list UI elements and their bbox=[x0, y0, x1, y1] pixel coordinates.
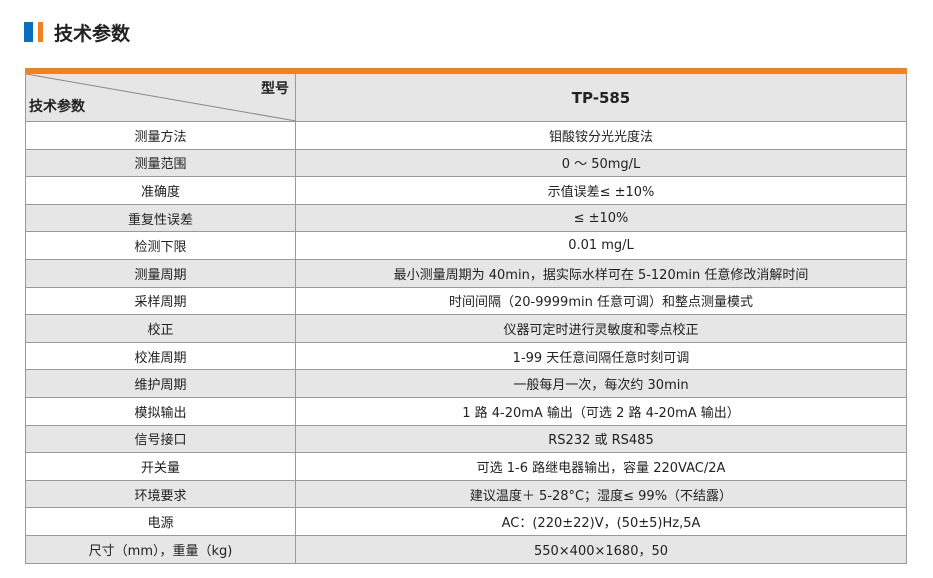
diagonal-divider bbox=[26, 74, 296, 121]
param-value: 0.01 mg/L bbox=[295, 231, 907, 260]
corner-header-cell: 型号 技术参数 bbox=[25, 73, 296, 122]
param-value: 建议温度＋ 5-28°C；湿度≤ 99%（不结露） bbox=[295, 479, 907, 509]
param-name: 校正 bbox=[25, 314, 296, 343]
table-row: 尺寸（mm），重量（kg) 550×400×1680，50 bbox=[25, 534, 907, 564]
param-name: 校准周期 bbox=[25, 341, 296, 371]
param-name: 开关量 bbox=[25, 452, 296, 481]
param-value: 可选 1-6 路继电器输出，容量 220VAC/2A bbox=[295, 452, 907, 481]
param-value: RS232 或 RS485 bbox=[295, 424, 907, 454]
table-row: 测量周期 最小测量周期为 40min，据实际水样可在 5-120min 任意修改消… bbox=[25, 258, 907, 288]
table-row: 测量方法 钼酸铵分光光度法 bbox=[25, 121, 907, 150]
param-value: 时间间隔（20-9999min 任意可调）和整点测量模式 bbox=[295, 286, 907, 316]
table-row: 校正 仪器可定时进行灵敏度和零点校正 bbox=[25, 314, 907, 343]
param-name: 尺寸（mm），重量（kg) bbox=[25, 534, 296, 564]
param-name: 重复性误差 bbox=[25, 203, 296, 233]
param-name: 采样周期 bbox=[25, 286, 296, 316]
table-row: 重复性误差 ≤ ±10% bbox=[25, 203, 907, 233]
param-value: 最小测量周期为 40min，据实际水样可在 5-120min 任意修改消解时间 bbox=[295, 258, 907, 288]
param-name: 环境要求 bbox=[25, 479, 296, 509]
model-label: 型号 bbox=[261, 81, 289, 97]
param-value: ≤ ±10% bbox=[295, 203, 907, 233]
table-row: 开关量 可选 1-6 路继电器输出，容量 220VAC/2A bbox=[25, 452, 907, 481]
table-row: 测量范围 0 ～ 50mg/L bbox=[25, 148, 907, 178]
orange-accent-bar bbox=[38, 22, 43, 42]
param-value: 仪器可定时进行灵敏度和零点校正 bbox=[295, 314, 907, 343]
param-name: 检测下限 bbox=[25, 231, 296, 260]
table-row: 环境要求 建议温度＋ 5-28°C；湿度≤ 99%（不结露） bbox=[25, 479, 907, 509]
table-row: 信号接口 RS232 或 RS485 bbox=[25, 424, 907, 454]
table-row: 维护周期 一般每月一次，每次约 30min bbox=[25, 369, 907, 398]
model-name: TP-585 bbox=[295, 73, 907, 122]
param-name: 电源 bbox=[25, 507, 296, 536]
table-header-row: 型号 技术参数 TP-585 bbox=[25, 73, 907, 122]
param-name: 测量方法 bbox=[25, 121, 296, 150]
blue-accent-bar bbox=[24, 22, 33, 42]
param-value: AC：(220±22)V，(50±5)Hz,5A bbox=[295, 507, 907, 536]
param-name: 维护周期 bbox=[25, 369, 296, 398]
param-value: 示值误差≤ ±10% bbox=[295, 176, 907, 205]
table-row: 模拟输出 1 路 4-20mA 输出（可选 2 路 4-20mA 输出） bbox=[25, 396, 907, 426]
param-name: 信号接口 bbox=[25, 424, 296, 454]
table-row: 电源 AC：(220±22)V，(50±5)Hz,5A bbox=[25, 507, 907, 536]
param-value: 一般每月一次，每次约 30min bbox=[295, 369, 907, 398]
section-header: 技术参数 bbox=[24, 20, 131, 45]
param-label: 技术参数 bbox=[29, 99, 85, 115]
spec-table: 型号 技术参数 TP-585 测量方法 钼酸铵分光光度法 测量范围 0 ～ 50mg/… bbox=[25, 68, 907, 564]
table-row: 采样周期 时间间隔（20-9999min 任意可调）和整点测量模式 bbox=[25, 286, 907, 316]
param-value: 550×400×1680，50 bbox=[295, 534, 907, 564]
table-row: 校准周期 1-99 天任意间隔任意时刻可调 bbox=[25, 341, 907, 371]
param-value: 0 ～ 50mg/L bbox=[295, 148, 907, 178]
param-value: 钼酸铵分光光度法 bbox=[295, 121, 907, 150]
param-name: 测量范围 bbox=[25, 148, 296, 178]
param-name: 测量周期 bbox=[25, 258, 296, 288]
param-name: 准确度 bbox=[25, 176, 296, 205]
section-title: 技术参数 bbox=[54, 22, 131, 45]
table-row: 检测下限 0.01 mg/L bbox=[25, 231, 907, 260]
param-value: 1 路 4-20mA 输出（可选 2 路 4-20mA 输出） bbox=[295, 396, 907, 426]
param-name: 模拟输出 bbox=[25, 396, 296, 426]
param-value: 1-99 天任意间隔任意时刻可调 bbox=[295, 341, 907, 371]
table-row: 准确度 示值误差≤ ±10% bbox=[25, 176, 907, 205]
